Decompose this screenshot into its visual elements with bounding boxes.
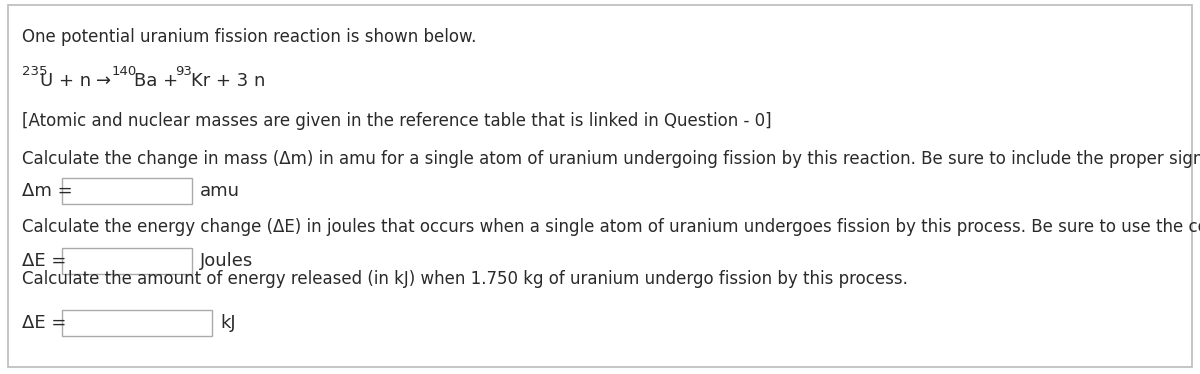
Text: 235: 235 xyxy=(22,65,48,78)
FancyBboxPatch shape xyxy=(62,248,192,274)
Text: Calculate the amount of energy released (in kJ) when 1.750 kg of uranium undergo: Calculate the amount of energy released … xyxy=(22,270,908,288)
Text: Joules: Joules xyxy=(200,252,253,270)
Text: Δm =: Δm = xyxy=(22,182,73,200)
Text: →: → xyxy=(96,72,112,90)
Text: Kr + 3 n: Kr + 3 n xyxy=(191,72,265,90)
Text: ΔE =: ΔE = xyxy=(22,314,66,332)
Text: amu: amu xyxy=(200,182,240,200)
Text: Calculate the energy change (ΔE) in joules that occurs when a single atom of ura: Calculate the energy change (ΔE) in joul… xyxy=(22,218,1200,236)
Text: Calculate the change in mass (Δm) in amu for a single atom of uranium undergoing: Calculate the change in mass (Δm) in amu… xyxy=(22,150,1200,168)
Text: 93: 93 xyxy=(175,65,192,78)
FancyBboxPatch shape xyxy=(62,310,212,336)
FancyBboxPatch shape xyxy=(8,5,1192,367)
Text: Ba +: Ba + xyxy=(134,72,184,90)
Text: ΔE =: ΔE = xyxy=(22,252,66,270)
Text: One potential uranium fission reaction is shown below.: One potential uranium fission reaction i… xyxy=(22,28,476,46)
Text: 140: 140 xyxy=(112,65,137,78)
Text: [Atomic and nuclear masses are given in the reference table that is linked in Qu: [Atomic and nuclear masses are given in … xyxy=(22,112,772,130)
FancyBboxPatch shape xyxy=(62,178,192,204)
Text: kJ: kJ xyxy=(220,314,235,332)
Text: U + n: U + n xyxy=(40,72,97,90)
